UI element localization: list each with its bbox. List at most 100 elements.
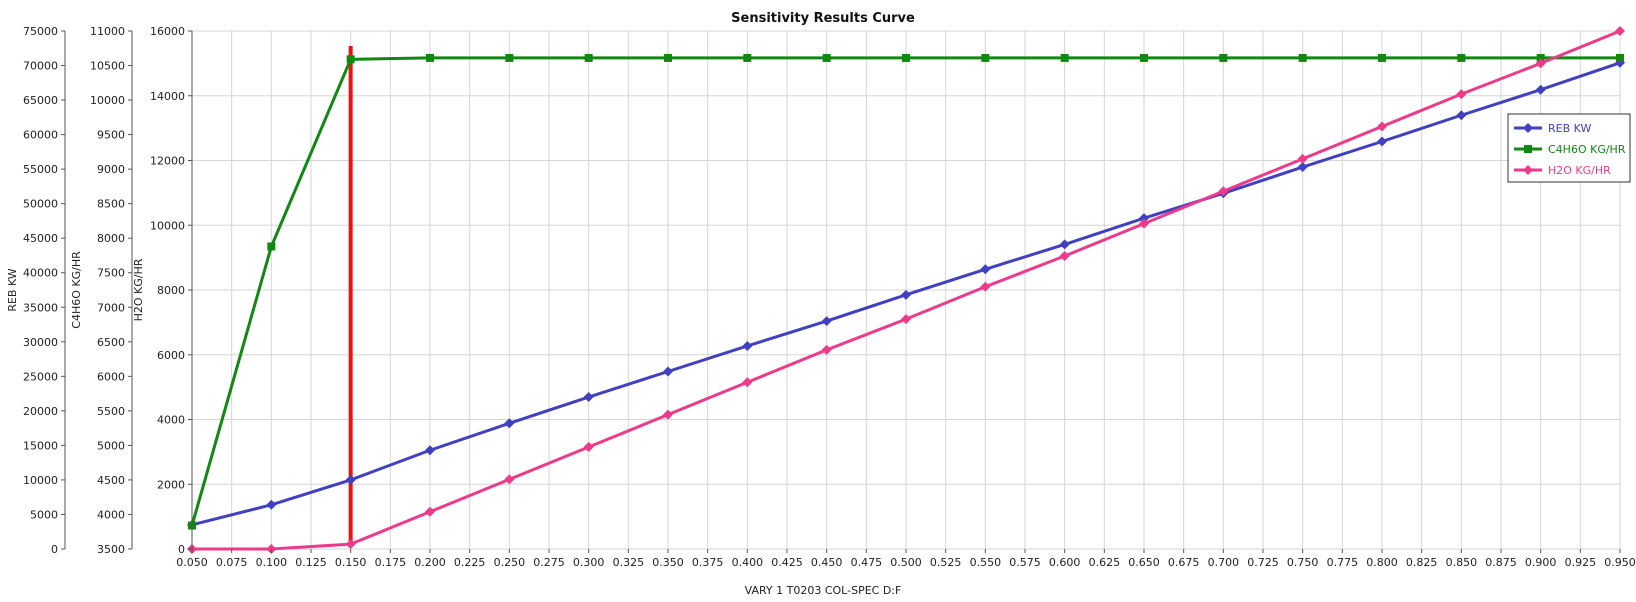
x-tick-label: 0.225	[454, 556, 486, 569]
series-1	[188, 53, 1624, 530]
y-tick-label: 7000	[97, 301, 125, 314]
x-tick-label: 0.850	[1446, 556, 1478, 569]
data-point	[1378, 53, 1386, 62]
axes: 0.050 0.075 0.100 0.125 0.150 0.175 0.200 0.225…	[6, 25, 1636, 569]
data-point	[981, 53, 990, 62]
x-tick-label: 0.600	[1049, 556, 1081, 569]
chart-title: Sensitivity Results Curve	[731, 11, 915, 26]
y-tick-label: 0	[51, 543, 58, 556]
data-point	[504, 474, 515, 485]
x-tick-label: 0.125	[295, 556, 327, 569]
y-tick-label: 75000	[23, 25, 58, 38]
x-tick-label: 0.925	[1565, 556, 1597, 569]
legend-item[interactable]: C4H6O KG/HR	[1514, 143, 1626, 156]
data-point	[346, 55, 355, 64]
legend-item[interactable]: H2O KG/HR	[1514, 164, 1611, 177]
x-axis-title: VARY 1 T0203 COL-SPEC D:F	[745, 584, 902, 597]
data-point	[1456, 89, 1467, 100]
x-tick-label: 0.325	[613, 556, 645, 569]
legend-item[interactable]: REB KW	[1514, 122, 1591, 135]
y-tick-label: 10000	[90, 94, 125, 107]
legend-swatch-marker	[1523, 165, 1533, 175]
x-tick-label: 0.550	[970, 556, 1002, 569]
x-tick-label: 0.500	[890, 556, 922, 569]
y-tick-label: 40000	[23, 267, 58, 280]
data-point	[1535, 84, 1546, 95]
x-tick-label: 0.725	[1247, 556, 1279, 569]
series-layer	[187, 26, 1625, 554]
x-tick-label: 0.450	[811, 556, 843, 569]
y-tick-label: 60000	[23, 129, 58, 142]
y-tick-label: 4000	[97, 508, 125, 521]
x-tick-label: 0.575	[1009, 556, 1041, 569]
y-tick-label: 4500	[97, 474, 125, 487]
data-point	[426, 53, 434, 62]
y-tick-label: 4000	[157, 414, 185, 427]
y-tick-label: 8000	[157, 284, 185, 297]
data-point	[742, 340, 753, 351]
data-point	[1616, 53, 1624, 62]
x-tick-label: 0.650	[1128, 556, 1160, 569]
y-tick-label: 10500	[90, 60, 125, 73]
x-tick-label: 0.675	[1168, 556, 1200, 569]
data-point	[1298, 53, 1307, 62]
legend-label: C4H6O KG/HR	[1548, 143, 1626, 156]
y-tick-label: 55000	[23, 163, 58, 176]
data-point	[345, 539, 356, 550]
x-tick-label: 0.075	[216, 556, 248, 569]
y-tick-label: 8500	[97, 198, 125, 211]
data-point	[1297, 162, 1308, 173]
data-point	[980, 264, 991, 275]
x-tick-label: 0.775	[1327, 556, 1359, 569]
data-point	[504, 418, 515, 429]
legend-label: REB KW	[1548, 122, 1591, 135]
y-tick-label: 6000	[97, 370, 125, 383]
data-point	[663, 366, 673, 377]
y-tick-label: 2000	[157, 478, 185, 491]
x-tick-label: 0.475	[851, 556, 883, 569]
x-tick-label: 0.425	[771, 556, 803, 569]
legend-swatch-marker	[1524, 145, 1532, 153]
x-tick-label: 0.750	[1287, 556, 1319, 569]
data-point	[505, 53, 514, 62]
y-tick-label: 9500	[97, 129, 125, 142]
data-point	[1059, 251, 1070, 262]
data-point	[742, 377, 753, 388]
y-tick-label: 15000	[23, 439, 58, 452]
y-tick-label: 25000	[23, 370, 58, 383]
y-tick-label: 10000	[23, 474, 58, 487]
data-point	[1535, 58, 1546, 69]
x-tick-label: 0.375	[692, 556, 724, 569]
x-tick-label: 0.625	[1089, 556, 1121, 569]
x-tick-label: 0.400	[732, 556, 764, 569]
y-tick-label: 50000	[23, 198, 58, 211]
legend[interactable]: REB KW C4H6O KG/HR H2O KG/HR	[1507, 113, 1631, 183]
x-tick-label: 0.300	[573, 556, 605, 569]
data-point	[583, 392, 594, 403]
y-tick-label: 10000	[150, 219, 185, 232]
data-point	[1140, 53, 1148, 62]
data-point	[1457, 53, 1466, 62]
x-tick-label: 0.350	[652, 556, 684, 569]
y-tick-label: 16000	[150, 25, 185, 38]
x-tick-label: 0.275	[533, 556, 565, 569]
legend-label: H2O KG/HR	[1548, 164, 1611, 177]
data-point	[980, 281, 991, 292]
y-tick-label: 5000	[30, 508, 58, 521]
y-tick-label: 45000	[23, 232, 58, 245]
x-tick-label: 0.100	[256, 556, 288, 569]
y-tick-label: 12000	[150, 155, 185, 168]
data-point	[345, 474, 356, 485]
x-tick-label: 0.175	[375, 556, 407, 569]
data-point	[266, 499, 277, 510]
data-point	[1536, 53, 1545, 62]
y-tick-label: 8000	[97, 232, 125, 245]
data-point	[901, 289, 911, 300]
data-point	[1615, 26, 1625, 36]
y-tick-label: 30000	[23, 336, 58, 349]
data-point	[664, 53, 672, 62]
y-tick-label: 6000	[157, 349, 185, 362]
x-tick-label: 0.150	[335, 556, 367, 569]
data-point	[583, 442, 594, 453]
y-tick-label: 7500	[97, 267, 125, 280]
